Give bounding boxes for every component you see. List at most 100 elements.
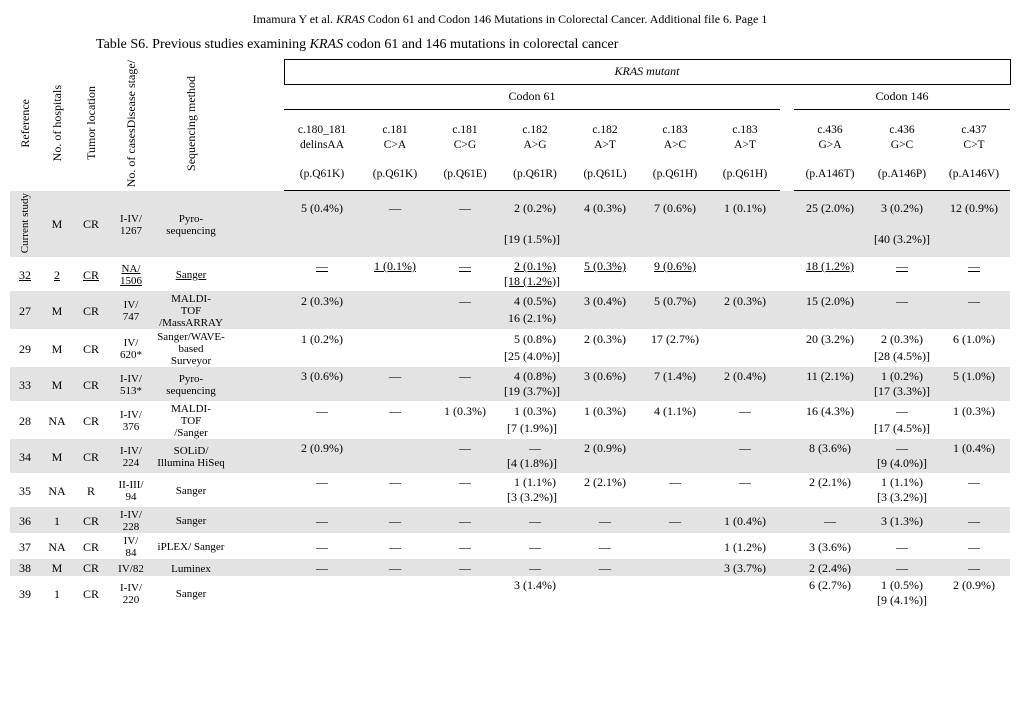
merge61: [19 (3.7%)] bbox=[284, 384, 780, 401]
cell: 1 (0.4%) bbox=[938, 439, 1010, 456]
cell: — bbox=[500, 533, 570, 559]
mut-hdr-p: (p.Q61H) bbox=[710, 161, 780, 190]
cell: 25 (2.0%) bbox=[794, 191, 866, 225]
cell: 1 (0.2%) bbox=[866, 367, 938, 384]
loc: CR bbox=[74, 401, 108, 439]
hdr-ref: Reference bbox=[18, 99, 33, 148]
cell: — bbox=[430, 559, 500, 576]
merge146 bbox=[794, 274, 1010, 291]
ref: 32 bbox=[10, 257, 40, 291]
ref: 35 bbox=[10, 473, 40, 507]
hdr-cases: No. of casesDisease stage/ bbox=[124, 60, 139, 187]
cell: 1 (0.4%) bbox=[710, 507, 780, 533]
method: Pyro-sequencing bbox=[154, 191, 228, 257]
cell: 2 (0.2%) bbox=[500, 191, 570, 225]
merge61: [3 (3.2%)] bbox=[284, 490, 780, 507]
method: Sanger/WAVE-based Surveyor bbox=[154, 329, 228, 367]
cell: 2 (0.3%) bbox=[866, 329, 938, 348]
mut-hdr: c.436G>A bbox=[794, 109, 866, 161]
cell bbox=[360, 291, 430, 310]
cell: 3 (0.2%) bbox=[866, 191, 938, 225]
cases: I-IV/228 bbox=[108, 507, 154, 533]
loc: CR bbox=[74, 507, 108, 533]
hosp: NA bbox=[40, 533, 74, 559]
hosp: M bbox=[40, 291, 74, 329]
mut-hdr-p: (p.A146V) bbox=[938, 161, 1010, 190]
loc: CR bbox=[74, 439, 108, 473]
hdr-loc: Tumor location bbox=[84, 86, 99, 160]
ref: 36 bbox=[10, 507, 40, 533]
mut-hdr-p: (p.Q61E) bbox=[430, 161, 500, 190]
ref: 27 bbox=[10, 291, 40, 329]
cell: 2 (0.1%) bbox=[500, 257, 570, 274]
ref: 34 bbox=[10, 439, 40, 473]
method: MALDI-TOF/MassARRAY bbox=[154, 291, 228, 329]
cell: — bbox=[360, 473, 430, 490]
cell: 2 (0.3%) bbox=[570, 329, 640, 348]
cell: — bbox=[360, 367, 430, 384]
cell: — bbox=[284, 473, 360, 490]
merge61: [4 (1.8%)] bbox=[284, 456, 780, 473]
cell: — bbox=[570, 559, 640, 576]
hdr-seq: Sequencing method bbox=[184, 76, 199, 171]
data-table: Reference No. of hospitals Tumor locatio… bbox=[10, 59, 1011, 610]
hdr-hosp: No. of hospitals bbox=[50, 85, 65, 161]
hosp: 2 bbox=[40, 257, 74, 291]
table-row: 37 NA CR IV/84 iPLEX/ Sanger —————1 (1.2… bbox=[10, 533, 1010, 559]
loc: CR bbox=[74, 576, 108, 610]
merge146: [9 (4.1%)] bbox=[794, 593, 1010, 610]
cell: — bbox=[866, 559, 938, 576]
cell: — bbox=[640, 473, 710, 490]
cell: 4 (1.1%) bbox=[640, 401, 710, 420]
hosp: M bbox=[40, 191, 74, 257]
cell: — bbox=[430, 533, 500, 559]
cell: — bbox=[794, 507, 866, 533]
mut-hdr-p: (p.Q61K) bbox=[284, 161, 360, 190]
cell: — bbox=[500, 439, 570, 456]
merge146: [9 (4.0%)] bbox=[794, 456, 1010, 473]
mut-hdr: c.437C>T bbox=[938, 109, 1010, 161]
cell bbox=[640, 559, 710, 576]
cell: 3 (1.4%) bbox=[500, 576, 570, 593]
cell: — bbox=[640, 507, 710, 533]
mut-hdr: c.180_181delinsAA bbox=[284, 109, 360, 161]
cell: 8 (3.6%) bbox=[794, 439, 866, 456]
ref: 29 bbox=[10, 329, 40, 367]
method: Sanger bbox=[154, 507, 228, 533]
cell: 20 (3.2%) bbox=[794, 329, 866, 348]
loc: CR bbox=[74, 367, 108, 401]
cases: I-IV/224 bbox=[108, 439, 154, 473]
cell: — bbox=[430, 473, 500, 490]
cell: — bbox=[866, 401, 938, 420]
cell: — bbox=[866, 533, 938, 559]
cell: 1 (0.1%) bbox=[360, 257, 430, 274]
cell bbox=[430, 329, 500, 348]
method: MALDI-TOF/Sanger bbox=[154, 401, 228, 439]
cell bbox=[284, 576, 360, 593]
paper-it: KRAS bbox=[336, 12, 365, 26]
cell bbox=[640, 533, 710, 559]
merge61: [18 (1.2%)] bbox=[284, 274, 780, 291]
cell: — bbox=[360, 559, 430, 576]
cell: — bbox=[284, 533, 360, 559]
cell: 5 (0.4%) bbox=[284, 191, 360, 225]
cell: — bbox=[500, 507, 570, 533]
method: Sanger bbox=[154, 473, 228, 507]
cell bbox=[430, 576, 500, 593]
method: Luminex bbox=[154, 559, 228, 576]
cell bbox=[640, 439, 710, 456]
ref: 28 bbox=[10, 401, 40, 439]
mut-hdr-p: (p.Q61K) bbox=[360, 161, 430, 190]
cell: — bbox=[430, 507, 500, 533]
cell: 5 (1.0%) bbox=[938, 367, 1010, 384]
cell: 2 (0.4%) bbox=[710, 367, 780, 384]
cell bbox=[360, 329, 430, 348]
ref: Current study bbox=[19, 193, 31, 253]
mut-hdr-p: (p.Q61H) bbox=[640, 161, 710, 190]
cell: 1 (0.3%) bbox=[938, 401, 1010, 420]
hosp: M bbox=[40, 439, 74, 473]
cell: 3 (1.3%) bbox=[866, 507, 938, 533]
cell bbox=[360, 576, 430, 593]
cell: — bbox=[284, 257, 360, 274]
cases: IV/620* bbox=[108, 329, 154, 367]
